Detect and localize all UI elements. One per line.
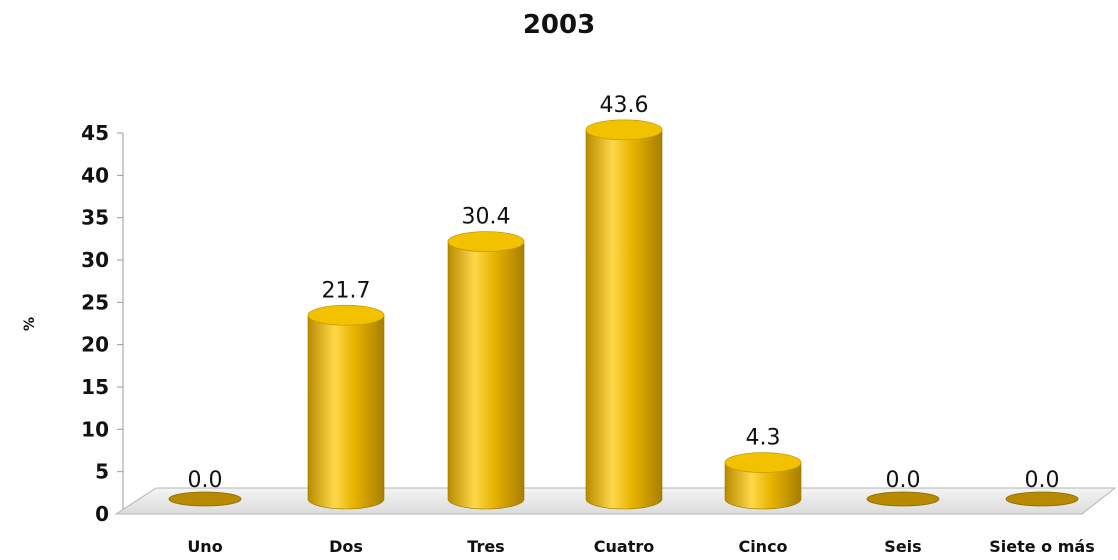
bar-top — [307, 304, 385, 326]
y-axis-label: % — [22, 317, 38, 331]
bar — [585, 129, 663, 510]
bar — [447, 241, 525, 510]
data-label: 0.0 — [188, 468, 223, 493]
bar — [307, 314, 385, 510]
axis-layer: 0 5 10 15 20 25 30 35 40 45 — [81, 121, 124, 526]
bar-zero-disc — [1005, 491, 1079, 507]
bar-top — [585, 119, 663, 141]
y-tick-label: 10 — [81, 417, 109, 441]
data-label: 30.4 — [462, 205, 511, 230]
data-label: 4.3 — [746, 426, 781, 451]
data-label: 21.7 — [322, 278, 371, 303]
y-tick-label: 45 — [81, 121, 109, 145]
bar-zero-disc — [168, 491, 242, 507]
y-tick-label: 0 — [95, 502, 109, 526]
x-category-label: Cuatro — [594, 537, 654, 556]
x-category-label: Uno — [187, 537, 222, 556]
y-tick-label: 25 — [81, 290, 109, 314]
data-label: 0.0 — [886, 468, 921, 493]
y-tick-label: 15 — [81, 375, 109, 399]
y-tick-label: 40 — [81, 163, 109, 187]
y-tick-label: 20 — [81, 333, 109, 357]
labels-layer: 0.0 Uno 21.7 Dos 30.4 Tres 43.6 Cuatro 4.3 Cinco 0… — [187, 93, 1094, 556]
y-tick-label: 35 — [81, 206, 109, 230]
chart-title: 2003 — [523, 10, 595, 40]
x-category-label: Cinco — [738, 537, 787, 556]
x-category-label: Tres — [467, 537, 504, 556]
bars-layer — [168, 119, 1079, 510]
x-category-label: Siete o más — [989, 537, 1094, 556]
x-category-label: Seis — [884, 537, 921, 556]
bar-zero-disc — [866, 491, 940, 507]
x-category-label: Dos — [329, 537, 363, 556]
bar — [724, 462, 802, 510]
bar-top — [447, 231, 525, 253]
data-label: 43.6 — [600, 93, 649, 118]
data-label: 0.0 — [1025, 468, 1060, 493]
bar-top — [724, 452, 802, 473]
y-tick-label: 5 — [95, 460, 109, 484]
y-tick-label: 30 — [81, 248, 109, 272]
